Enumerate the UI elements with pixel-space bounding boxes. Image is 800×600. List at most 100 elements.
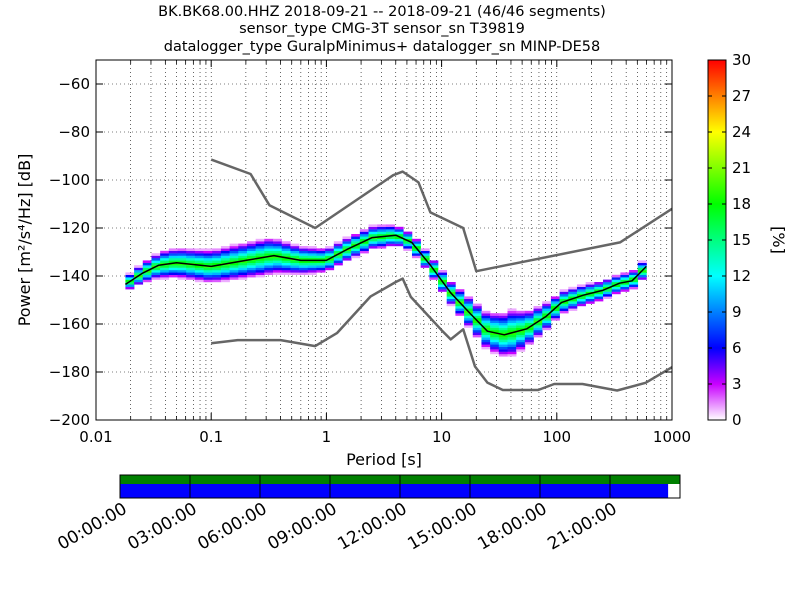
density-cell [516,320,526,323]
density-cell [420,253,430,256]
y-tick-label: −160 [49,315,90,333]
density-cell [594,284,604,287]
density-cell [611,274,621,278]
density-cell [559,306,569,309]
density-cell [507,342,517,345]
density-cell [281,253,291,256]
density-cell [620,279,630,283]
density-cell [516,339,526,343]
density-cell [160,270,170,273]
density-cell [273,241,283,244]
density-cell [246,243,256,247]
density-cell [559,296,569,299]
density-cell [203,248,213,251]
density-cell [333,241,343,244]
density-cell [472,306,482,309]
density-cell [394,243,404,247]
density-cell [264,248,274,251]
density-cell [264,241,274,244]
density-cell [481,315,491,319]
density-cell [177,277,187,280]
time-tick-label: 18:00:00 [474,499,550,555]
density-cell [368,224,378,227]
density-cell [186,260,196,263]
density-cell [325,265,335,268]
density-cell [299,248,309,251]
density-cell [325,253,335,256]
density-cell [533,330,543,333]
density-cell [273,260,283,263]
density-cell [464,320,474,323]
density-cell [342,246,352,249]
density-cell [576,298,586,302]
density-cell [446,286,456,290]
density-cell [194,274,204,278]
density-cell [620,289,630,292]
density-cell [342,253,352,256]
density-cell [359,236,369,239]
density-cell [368,229,378,232]
density-cell [299,258,309,261]
density-cell [464,322,474,326]
density-cell [351,255,361,259]
density-cell [238,248,248,251]
density-cell [516,349,526,352]
density-cell [168,260,178,263]
density-cell [160,272,170,275]
density-cell [342,255,352,259]
density-cell [168,258,178,261]
density-cell [281,246,291,249]
x-tick-label: 0.01 [79,428,112,446]
density-cell [568,308,578,311]
density-cell [160,258,170,261]
density-cell [316,248,326,251]
density-cell [177,265,187,268]
density-cell [264,272,274,275]
density-cell [377,238,387,242]
density-cell [299,270,309,273]
density-cell [264,265,274,268]
density-cell [472,325,482,328]
density-cell [411,250,421,254]
density-cell [498,322,508,326]
density-cell [238,243,248,247]
density-cell [594,286,604,290]
density-cell [333,258,343,261]
density-cell [255,246,265,249]
density-cell [490,315,500,319]
density-cell [542,306,552,309]
density-cell [255,258,265,261]
density-cell [246,253,256,256]
density-cell [507,351,517,355]
density-cell [134,267,144,271]
density-cell [498,327,508,331]
density-cell [498,351,508,355]
density-cell [507,308,517,311]
density-cell [490,346,500,350]
density-cell [377,224,387,227]
density-cell [186,277,196,280]
density-cell [246,265,256,268]
density-cell [290,250,300,254]
density-cell [490,318,500,321]
density-cell [229,277,239,280]
density-cell [186,250,196,254]
density-cell [490,351,500,355]
density-cell [603,289,613,292]
density-cell [246,248,256,251]
density-cell [542,327,552,331]
density-cell [203,262,213,266]
density-cell [299,250,309,254]
density-cell [403,236,413,239]
density-cell [603,291,613,295]
density-cell [220,265,230,268]
density-cell [429,262,439,266]
y-tick-label: −100 [49,171,90,189]
density-cell [377,246,387,249]
density-cell [550,310,560,314]
colorbar-tick-label: 0 [732,411,742,429]
density-cell [603,296,613,299]
density-cell [255,248,265,251]
density-cell [220,250,230,254]
density-cell [498,315,508,319]
